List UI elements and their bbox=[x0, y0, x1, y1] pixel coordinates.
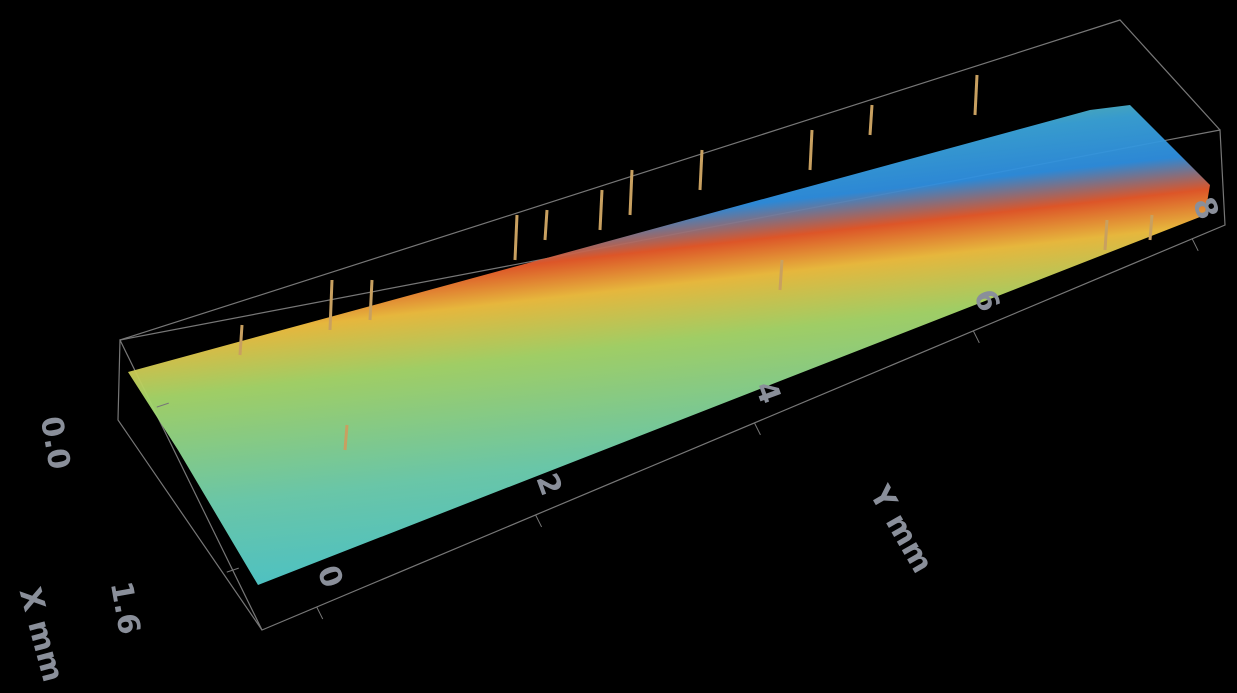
y-tick-label: 0 bbox=[310, 561, 350, 593]
chart: X mm Y mm 024680.01.6 bbox=[0, 0, 1237, 693]
y-tick bbox=[754, 423, 760, 435]
surface bbox=[128, 105, 1210, 585]
spike bbox=[370, 280, 372, 320]
y-tick bbox=[973, 331, 979, 343]
spike bbox=[810, 130, 812, 170]
spike bbox=[780, 260, 782, 290]
spike bbox=[1150, 215, 1152, 240]
y-tick bbox=[1192, 239, 1198, 251]
x-axis-label: X mm bbox=[12, 584, 71, 686]
x-tick-label: 0.0 bbox=[33, 414, 77, 472]
y-axis-label: Y mm bbox=[862, 479, 940, 579]
spike bbox=[870, 105, 872, 135]
spike bbox=[515, 215, 517, 260]
spike bbox=[240, 325, 242, 355]
spike bbox=[700, 150, 702, 190]
spike bbox=[600, 190, 602, 230]
spike bbox=[1105, 220, 1107, 250]
x-tick-label: 1.6 bbox=[103, 579, 147, 637]
spike bbox=[545, 210, 547, 240]
y-tick bbox=[536, 515, 542, 527]
spike bbox=[330, 280, 332, 330]
y-tick bbox=[317, 607, 323, 619]
spike bbox=[630, 170, 632, 215]
spike bbox=[345, 425, 347, 450]
spike bbox=[975, 75, 977, 115]
